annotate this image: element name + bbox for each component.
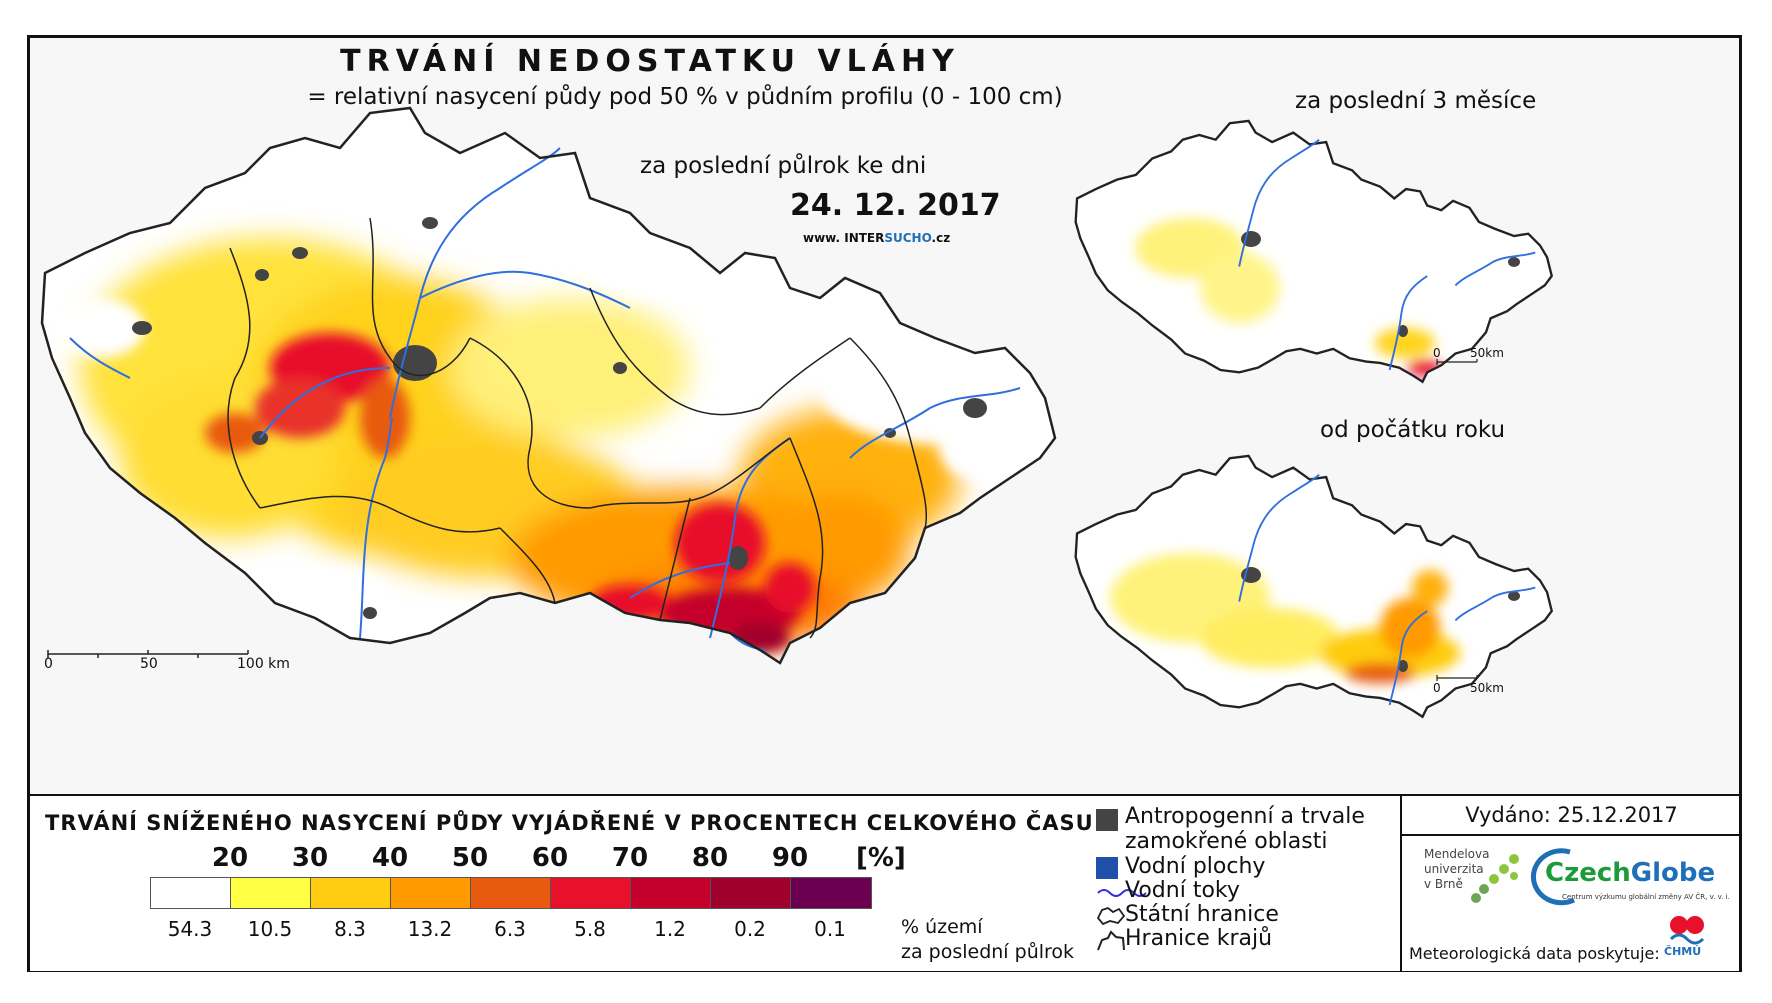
legend-tick-40: 40 — [371, 843, 409, 873]
czechglobe-logo: CzechGlobe — [1545, 858, 1715, 888]
key-rivers: Vodní toky — [1125, 878, 1240, 903]
map-title: TRVÁNÍ NEDOSTATKU VLÁHY — [340, 44, 960, 79]
key-urban-line1: Antropogenní a trvale — [1125, 804, 1365, 829]
inset-3months-map — [1074, 119, 1554, 384]
legend-percent-6: 1.2 — [654, 917, 686, 941]
legend-swatch-7 — [711, 878, 791, 908]
mendel-university-logo: Mendelova univerzita v Brně — [1424, 847, 1489, 892]
legend-percent-3: 13.2 — [407, 917, 453, 941]
legend-percent-4: 6.3 — [494, 917, 526, 941]
legend-percent-7: 0.2 — [734, 917, 766, 941]
mendel-dots-icon — [1471, 854, 1519, 903]
mendel-line2: univerzita — [1424, 862, 1484, 876]
main-scale-label-50: 50 — [140, 656, 158, 672]
legend-swatch-0 — [151, 878, 231, 908]
legend-caption: % území za poslední půlrok — [901, 915, 1074, 965]
legend-panel: TRVÁNÍ SNÍŽENÉHO NASYCENÍ PŮDY VYJÁDŘENÉ… — [30, 794, 1741, 971]
map-date: 24. 12. 2017 — [790, 188, 1001, 223]
legend-tick-90: 90 — [771, 843, 809, 873]
legend-caption-line2: za poslední půlrok — [901, 941, 1075, 963]
website-label: www. INTERSUCHO.cz — [803, 231, 950, 245]
inset-year-scale-50: 50km — [1470, 681, 1504, 695]
inset-year-title: od počátku roku — [1320, 417, 1506, 443]
legend-tick-80: 80 — [691, 843, 729, 873]
website-prefix: www. INTER — [803, 231, 885, 245]
region-border-icon — [1097, 930, 1125, 951]
legend-swatch-5 — [551, 878, 631, 908]
legend-unit: [%] — [856, 843, 906, 873]
mendel-line3: v Brně — [1424, 877, 1463, 891]
legend-caption-line1: % území — [901, 916, 983, 938]
inset-year-scale-0: 0 — [1433, 681, 1441, 695]
period-label: za poslední půlrok ke dni — [640, 153, 927, 179]
website-suffix: .cz — [931, 231, 951, 245]
legend-title: TRVÁNÍ SNÍŽENÉHO NASYCENÍ PŮDY VYJÁDŘENÉ… — [45, 811, 1094, 835]
legend-percent-8: 0.1 — [814, 917, 846, 941]
map-panel: TRVÁNÍ NEDOSTATKU VLÁHY = relativní nasy… — [30, 38, 1739, 794]
czechglobe-b: Globe — [1630, 858, 1716, 888]
map-subtitle: = relativní nasycení půdy pod 50 % v půd… — [307, 84, 1063, 110]
legend-swatch-2 — [311, 878, 391, 908]
inset-3months-title: za poslední 3 měsíce — [1295, 88, 1537, 114]
main-region-borders — [227, 217, 928, 639]
legend-swatch-4 — [471, 878, 551, 908]
main-state-border — [40, 106, 1057, 665]
credits-box: Vydáno: 25.12.2017 Mendelova univerzita … — [1400, 796, 1741, 971]
urban-area-swatch — [1096, 809, 1118, 831]
legend-percent-1: 10.5 — [247, 917, 293, 941]
legend-tick-30: 30 — [291, 843, 329, 873]
figure-frame: TRVÁNÍ NEDOSTATKU VLÁHY = relativní nasy… — [27, 35, 1742, 972]
meteo-credit: Meteorologická data poskytuje: — [1409, 944, 1660, 963]
key-region-border: Hranice krajů — [1125, 926, 1273, 951]
inset-3months-scale-0: 0 — [1433, 346, 1441, 360]
legend-swatch-1 — [231, 878, 311, 908]
main-drought-fill — [42, 108, 1055, 663]
legend-percent-2: 8.3 — [334, 917, 366, 941]
map-canvas — [40, 106, 1554, 719]
czechglobe-subtitle: Centrum výzkumu globální změny AV ČR, v.… — [1562, 893, 1730, 901]
chmu-label: ČHMÚ — [1664, 945, 1702, 958]
legend-tick-60: 60 — [531, 843, 569, 873]
inset-year-map — [1074, 454, 1554, 719]
main-scale-bar — [47, 650, 249, 658]
main-scale-label-100: 100 km — [237, 656, 290, 672]
legend-tick-20: 20 — [211, 843, 249, 873]
state-border-icon — [1096, 906, 1126, 926]
water-body-swatch — [1096, 857, 1118, 879]
key-urban-line2: zamokřené oblasti — [1125, 829, 1328, 854]
legend-tick-50: 50 — [451, 843, 489, 873]
chmu-logo-icon — [1669, 916, 1705, 945]
main-map — [40, 106, 1057, 665]
issued-date: Vydáno: 25.12.2017 — [1402, 796, 1741, 836]
legend-swatch-8 — [791, 878, 871, 908]
website-highlight: SUCHO — [884, 231, 932, 245]
main-rivers — [69, 147, 1021, 651]
czechglobe-arc-icon — [1530, 848, 1576, 906]
legend-swatch-6 — [631, 878, 711, 908]
mendel-line1: Mendelova — [1424, 847, 1490, 861]
czechglobe-a: Czech — [1545, 858, 1631, 888]
legend-tick-70: 70 — [611, 843, 649, 873]
main-scale-label-0: 0 — [44, 656, 53, 672]
legend-percent-5: 5.8 — [574, 917, 606, 941]
key-water-bodies: Vodní plochy — [1125, 854, 1266, 879]
legend-color-scale — [150, 877, 872, 909]
river-symbol-icon — [1097, 889, 1147, 897]
inset-3months-scale-50: 50km — [1470, 346, 1504, 360]
legend-percent-0: 54.3 — [167, 917, 213, 941]
key-state-border: Státní hranice — [1125, 902, 1279, 927]
legend-swatch-3 — [391, 878, 471, 908]
